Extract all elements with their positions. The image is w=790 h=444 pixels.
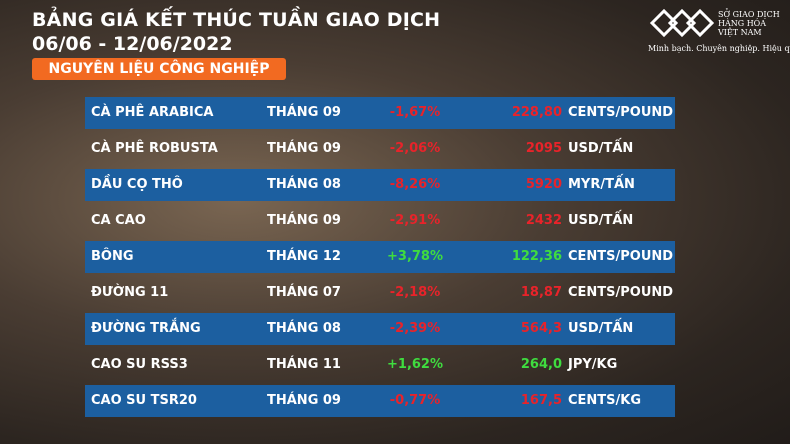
name-cell: CÀ PHÊ ARABICA bbox=[91, 105, 214, 120]
change-cell: -2,91% bbox=[389, 213, 441, 228]
month-cell: THÁNG 09 bbox=[267, 105, 341, 120]
table-row: CAO SU TSR20 THÁNG 09 -0,77% 167,5 CENTS/KG bbox=[85, 385, 675, 417]
title: BẢNG GIÁ KẾT THÚC TUẦN GIAO DỊCH bbox=[32, 9, 441, 31]
change-cell: +3,78% bbox=[387, 249, 443, 264]
unit-cell: CENTS/POUND bbox=[568, 105, 674, 120]
table-row: ĐƯỜNG 11 THÁNG 07 -2,18% 18,87 CENTS/POUND bbox=[85, 277, 675, 309]
logo-tagline: Minh bạch. Chuyên nghiệp. Hiệu quả bbox=[648, 44, 790, 53]
month-cell: THÁNG 08 bbox=[267, 321, 341, 336]
unit-cell: USD/TẤN bbox=[568, 213, 634, 228]
name-cell: CÀ PHÊ ROBUSTA bbox=[91, 141, 218, 156]
name-cell: CAO SU TSR20 bbox=[91, 393, 197, 408]
name-cell: BÔNG bbox=[91, 249, 134, 264]
unit-cell: USD/TẤN bbox=[568, 141, 634, 156]
logo-line: SỞ GIAO DỊCH bbox=[718, 10, 780, 19]
change-cell: -0,77% bbox=[389, 393, 441, 408]
price-cell: 167,5 bbox=[520, 393, 562, 408]
change-cell: -1,67% bbox=[389, 105, 441, 120]
change-cell: -8,26% bbox=[389, 177, 441, 192]
month-cell: THÁNG 07 bbox=[267, 285, 341, 300]
name-cell: CAO SU RSS3 bbox=[91, 357, 188, 372]
table-row: DẦU CỌ THÔ THÁNG 08 -8,26% 5920 MYR/TẤN bbox=[85, 169, 675, 201]
dates: 06/06 - 12/06/2022 bbox=[32, 33, 233, 55]
month-cell: THÁNG 11 bbox=[267, 357, 341, 372]
table-row: BÔNG THÁNG 12 +3,78% 122,36 CENTS/POUND bbox=[85, 241, 675, 273]
table-row: CÀ PHÊ ARABICA THÁNG 09 -1,67% 228,80 CENTS/… bbox=[85, 97, 675, 129]
change-cell: -2,06% bbox=[389, 141, 441, 156]
month-cell: THÁNG 09 bbox=[267, 393, 341, 408]
table-row: CA CAO THÁNG 09 -2,91% 2432 USD/TẤN bbox=[85, 205, 675, 237]
month-cell: THÁNG 08 bbox=[267, 177, 341, 192]
month-cell: THÁNG 09 bbox=[267, 213, 341, 228]
price-cell: 228,80 bbox=[511, 105, 562, 120]
category-badge: NGUYÊN LIỆU CÔNG NGHIỆP bbox=[32, 58, 286, 80]
price-cell: 122,36 bbox=[511, 249, 562, 264]
price-cell: 2095 bbox=[525, 141, 562, 156]
price-cell: 264,0 bbox=[520, 357, 562, 372]
logo-line: VIỆT NAM bbox=[718, 28, 762, 37]
unit-cell: CENTS/POUND bbox=[568, 249, 674, 264]
price-cell: 2432 bbox=[525, 213, 562, 228]
unit-cell: MYR/TẤN bbox=[568, 177, 635, 192]
change-cell: +1,62% bbox=[387, 357, 443, 372]
logo-mark bbox=[649, 8, 714, 38]
price-cell: 564,3 bbox=[520, 321, 562, 336]
unit-cell: CENTS/POUND bbox=[568, 285, 674, 300]
name-cell: DẦU CỌ THÔ bbox=[91, 177, 183, 192]
month-cell: THÁNG 12 bbox=[267, 249, 341, 264]
logo-line: HÀNG HÓA bbox=[718, 19, 766, 28]
name-cell: CA CAO bbox=[91, 213, 146, 228]
unit-cell: USD/TẤN bbox=[568, 321, 634, 336]
change-cell: -2,39% bbox=[389, 321, 441, 336]
table-row: ĐƯỜNG TRẮNG THÁNG 08 -2,39% 564,3 USD/TẤN bbox=[85, 313, 675, 345]
table-row: CÀ PHÊ ROBUSTA THÁNG 09 -2,06% 2095 USD/TẤN bbox=[85, 133, 675, 165]
unit-cell: CENTS/KG bbox=[568, 393, 642, 408]
name-cell: ĐƯỜNG TRẮNG bbox=[91, 321, 201, 336]
name-cell: ĐƯỜNG 11 bbox=[91, 285, 169, 300]
price-cell: 18,87 bbox=[520, 285, 562, 300]
unit-cell: JPY/KG bbox=[568, 357, 618, 372]
price-cell: 5920 bbox=[525, 177, 562, 192]
month-cell: THÁNG 09 bbox=[267, 141, 341, 156]
change-cell: -2,18% bbox=[389, 285, 441, 300]
table-row: CAO SU RSS3 THÁNG 11 +1,62% 264,0 JPY/KG bbox=[85, 349, 675, 381]
